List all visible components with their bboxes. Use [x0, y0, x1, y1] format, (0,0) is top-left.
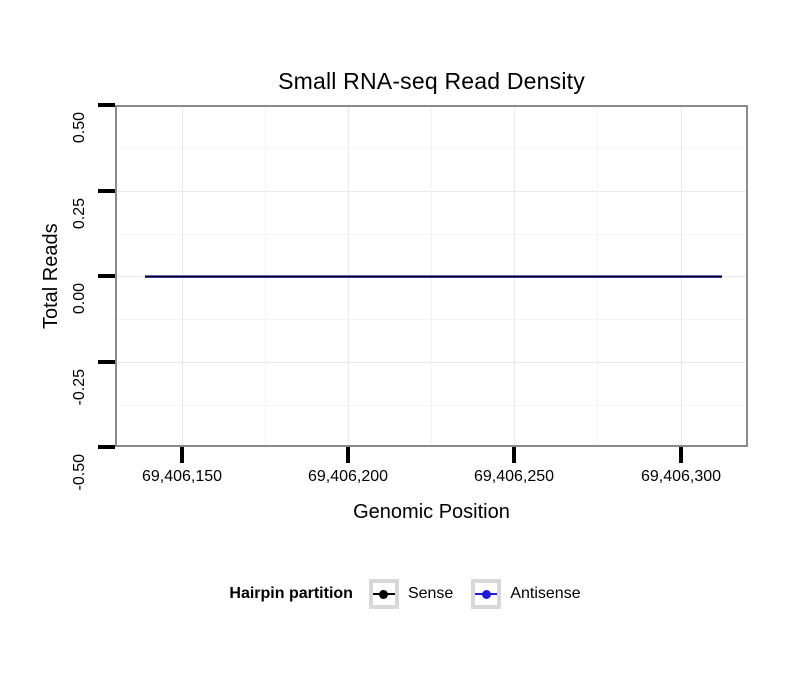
legend-key-label: Antisense	[510, 585, 581, 602]
x-axis-tick	[180, 447, 184, 463]
legend-key-sense: Sense	[368, 579, 454, 609]
x-axis-tick	[346, 447, 350, 463]
legend-key-label: Sense	[407, 585, 454, 602]
x-axis-tick-label: 69,406,300	[640, 468, 722, 485]
y-axis-title: Total Reads	[40, 223, 62, 329]
y-axis-tick	[98, 103, 115, 107]
x-axis-tick-label: 69,406,250	[473, 468, 555, 485]
plot-area	[115, 105, 748, 447]
y-axis-tick-label: 0.25	[71, 197, 88, 229]
legend-key-box	[471, 579, 502, 609]
legend: Hairpin partition Sense Antisense	[0, 578, 810, 610]
legend-key-antisense: Antisense	[471, 579, 581, 609]
y-axis-tick	[98, 445, 115, 449]
y-axis-tick	[98, 188, 115, 193]
x-axis-tick-label: 69,406,150	[141, 468, 223, 485]
series-line-sense-antisense-overlap	[145, 275, 722, 278]
x-axis-tick	[679, 447, 683, 463]
y-axis-tick-label: 0.00	[71, 283, 88, 315]
x-axis-tick	[512, 447, 516, 463]
y-axis-tick-label: -0.25	[71, 368, 88, 405]
legend-key-point	[379, 589, 389, 599]
legend-key-point	[481, 589, 491, 599]
y-axis-tick-label: -0.50	[71, 454, 88, 491]
y-axis-tick	[98, 274, 115, 278]
x-axis-tick-label: 69,406,200	[307, 468, 389, 485]
y-axis-tick-label: 0.50	[71, 112, 88, 144]
chart-title: Small RNA-seq Read Density	[278, 68, 585, 94]
legend-key-box	[368, 579, 399, 609]
x-axis-title: Genomic Position	[353, 501, 510, 523]
legend-title: Hairpin partition	[229, 585, 353, 602]
y-axis-tick	[98, 359, 115, 364]
